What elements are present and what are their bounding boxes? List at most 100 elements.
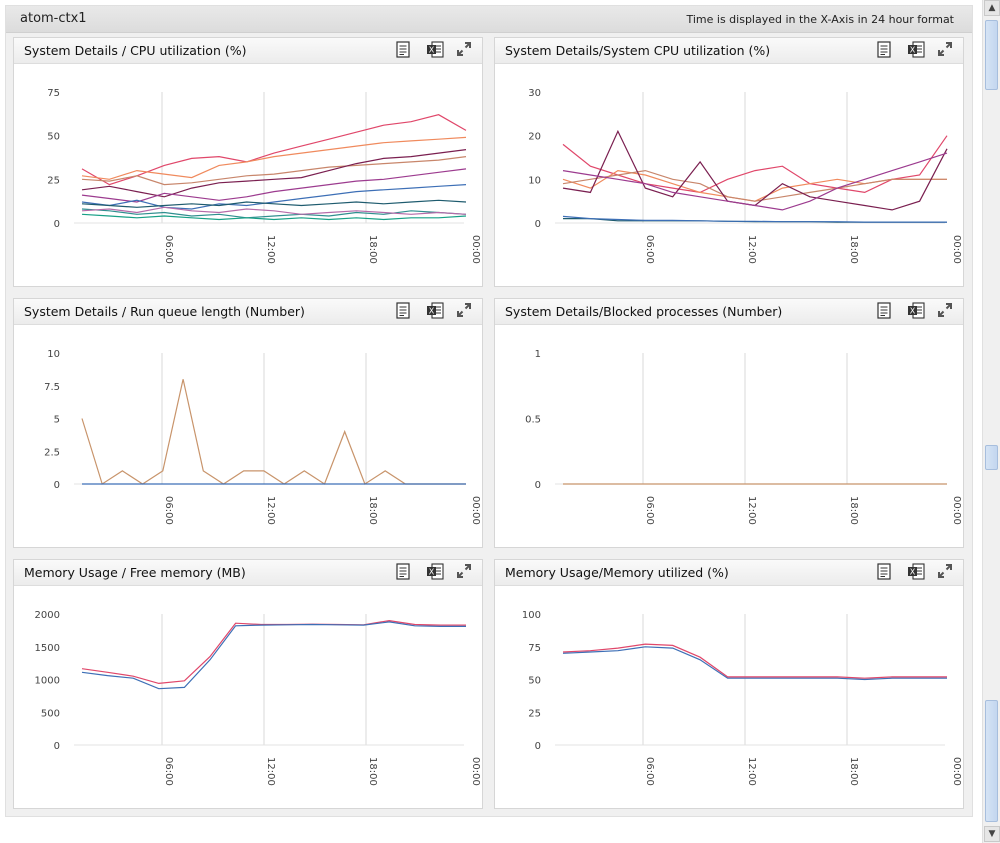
series-line	[562, 152, 948, 211]
scroll-up-arrow[interactable]: ▲	[984, 0, 1000, 16]
x-tick-label: 18:00	[848, 496, 859, 525]
x-tick-label: 00:00	[470, 757, 481, 786]
report-icon[interactable]	[396, 41, 414, 59]
chart-panel: Memory Usage/Memory utilized (%) X 100 75 50…	[494, 559, 964, 809]
y-tick-label: 0	[54, 480, 60, 491]
report-icon[interactable]	[877, 302, 895, 320]
x-tick-label: 12:00	[746, 757, 757, 786]
x-tick-label: 06:00	[163, 235, 174, 264]
chart-panel: System Details / Run queue length (Numbe…	[13, 298, 483, 548]
x-tick-label: 06:00	[644, 496, 655, 525]
y-tick-label: 50	[528, 676, 541, 687]
y-tick-label: 500	[41, 708, 60, 719]
x-tick-label: 00:00	[470, 496, 481, 525]
y-tick-label: 2.5	[44, 447, 60, 458]
chart-panel: System Details / CPU utilization (%) X 75 5…	[13, 37, 483, 287]
y-tick-label: 10	[528, 175, 541, 186]
panel-header: System Details/System CPU utilization (%…	[495, 38, 963, 64]
svg-text:X: X	[910, 568, 916, 577]
svg-text:X: X	[910, 46, 916, 55]
scroll-down-arrow[interactable]: ▼	[984, 826, 1000, 842]
y-tick-label: 1	[535, 349, 541, 360]
excel-icon[interactable]: X	[426, 41, 444, 59]
series-line	[81, 184, 467, 210]
expand-icon[interactable]	[937, 41, 955, 59]
panel-header: Memory Usage/Memory utilized (%) X	[495, 560, 963, 586]
svg-text:X: X	[910, 307, 916, 316]
chart-panel: Memory Usage / Free memory (MB) X 2000 1500…	[13, 559, 483, 809]
chart-panel: System Details/System CPU utilization (%…	[494, 37, 964, 287]
excel-icon[interactable]: X	[907, 41, 925, 59]
y-tick-label: 0	[535, 219, 541, 230]
y-tick-label: 10	[47, 349, 60, 360]
panel-title: System Details/Blocked processes (Number…	[505, 304, 783, 319]
expand-icon[interactable]	[456, 41, 474, 59]
series-line	[81, 136, 467, 180]
y-tick-label: 1000	[35, 676, 60, 687]
scrollbar-thumb-bottom[interactable]	[985, 700, 998, 822]
x-tick-label: 00:00	[470, 235, 481, 264]
x-tick-label: 06:00	[163, 496, 174, 525]
y-tick-label: 0	[54, 219, 60, 230]
host-header: atom-ctx1 Time is displayed in the X-Axi…	[6, 6, 972, 33]
x-tick-label: 12:00	[265, 235, 276, 264]
x-tick-label: 06:00	[163, 757, 174, 786]
x-tick-label: 12:00	[746, 496, 757, 525]
series-line	[81, 199, 467, 208]
x-tick-label: 06:00	[644, 757, 655, 786]
excel-icon[interactable]: X	[907, 302, 925, 320]
x-tick-label: 12:00	[265, 496, 276, 525]
series-line	[562, 646, 947, 681]
panel-header: Memory Usage / Free memory (MB) X	[14, 560, 482, 586]
report-icon[interactable]	[396, 302, 414, 320]
series-line	[81, 168, 467, 203]
line-chart: 2000 1500 1000 500 0 06:00 12:00 18:00 00:00	[35, 610, 481, 786]
expand-icon[interactable]	[937, 302, 955, 320]
y-tick-label: 5	[54, 415, 60, 426]
y-tick-label: 75	[47, 88, 60, 99]
y-tick-label: 2000	[35, 610, 60, 621]
x-tick-label: 06:00	[644, 235, 655, 264]
panel-title: Memory Usage / Free memory (MB)	[24, 565, 246, 580]
x-tick-label: 12:00	[265, 757, 276, 786]
series-line	[81, 379, 466, 485]
line-chart: 75 50 25 0 06:00 12:00 18:00 00:00	[47, 88, 481, 264]
line-chart: 30 20 10 0 06:00 12:00 18:00 00:00	[528, 88, 962, 264]
chart-panel: System Details/Blocked processes (Number…	[494, 298, 964, 548]
excel-icon[interactable]: X	[426, 563, 444, 581]
report-icon[interactable]	[877, 41, 895, 59]
y-tick-label: 100	[522, 610, 541, 621]
y-tick-label: 50	[47, 132, 60, 143]
x-tick-label: 18:00	[848, 757, 859, 786]
report-icon[interactable]	[396, 563, 414, 581]
y-tick-label: 75	[528, 643, 541, 654]
expand-icon[interactable]	[456, 563, 474, 581]
excel-icon[interactable]: X	[426, 302, 444, 320]
y-tick-label: 30	[528, 88, 541, 99]
panel-header: System Details/Blocked processes (Number…	[495, 299, 963, 325]
svg-text:X: X	[429, 46, 435, 55]
panel-title: System Details / Run queue length (Numbe…	[24, 304, 305, 319]
y-tick-label: 0	[535, 480, 541, 491]
scrollbar-thumb-middle[interactable]	[985, 445, 998, 470]
x-tick-label: 00:00	[951, 496, 962, 525]
panel-title: System Details/System CPU utilization (%…	[505, 43, 771, 58]
y-tick-label: 0	[54, 741, 60, 752]
series-line	[81, 206, 467, 215]
expand-icon[interactable]	[456, 302, 474, 320]
vertical-scrollbar[interactable]: ▲ ▼	[982, 0, 1000, 843]
series-line	[81, 156, 467, 186]
y-tick-label: 25	[528, 708, 541, 719]
expand-icon[interactable]	[937, 563, 955, 581]
y-tick-label: 20	[528, 132, 541, 143]
y-tick-label: 25	[47, 175, 60, 186]
panel-header: System Details / CPU utilization (%) X	[14, 38, 482, 64]
excel-icon[interactable]: X	[907, 563, 925, 581]
x-tick-label: 18:00	[367, 235, 378, 264]
panel-title: Memory Usage/Memory utilized (%)	[505, 565, 729, 580]
series-line	[562, 169, 947, 202]
x-tick-label: 00:00	[951, 757, 962, 786]
scrollbar-thumb-top[interactable]	[985, 20, 998, 90]
report-icon[interactable]	[877, 563, 895, 581]
y-tick-label: 7.5	[44, 382, 60, 393]
